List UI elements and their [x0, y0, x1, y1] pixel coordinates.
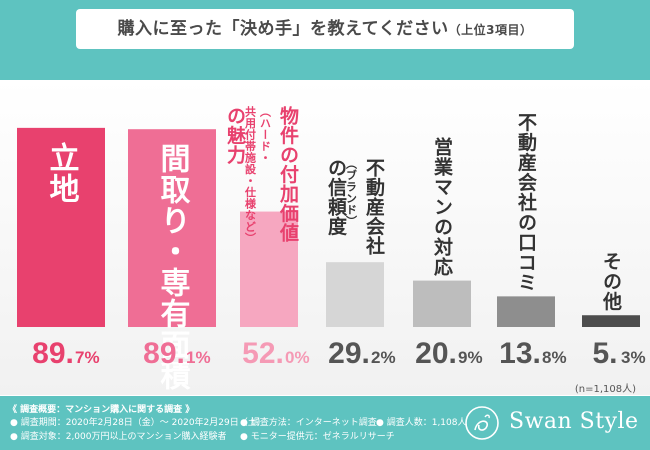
- category-label-5: 不動産会社の口コミ: [515, 112, 538, 292]
- header-banner: ❨ 購入に至った「決め手」を教えてください（上位3項目） ❩: [0, 0, 650, 80]
- category-label-2-part-2: 共用付帯施設・仕様など）: [244, 105, 258, 244]
- sample-size-note: (n=1,108人): [574, 384, 636, 395]
- bar-2: [240, 211, 298, 327]
- category-label-1: 間取り・専有面積: [155, 143, 191, 391]
- value-label-4: 20.: [415, 337, 457, 370]
- category-label-3-part-1: （ブランド）: [345, 158, 359, 227]
- category-label-0: 立地: [44, 141, 80, 204]
- category-label-6: その他: [600, 251, 623, 311]
- swan-logo-icon: [465, 406, 499, 440]
- value-label-decimal-2: 0%: [285, 348, 310, 367]
- category-label-2-part-1: （ハード・: [259, 106, 273, 164]
- bar-5: [497, 296, 555, 327]
- value-label-decimal-0: 7%: [75, 348, 100, 367]
- survey-period: ● 調査期間：2020年2月28日（金）～ 2020年2月29日（土）: [10, 418, 266, 428]
- category-label-2-part-3: の魅力: [224, 106, 246, 165]
- value-label-decimal-5: 8%: [542, 348, 567, 367]
- value-label-6: 5.: [592, 337, 617, 370]
- survey-overview-label: 《 調査概要：マンション購入に関する調査 》: [8, 405, 195, 415]
- right-leaf-icon: ❩: [548, 15, 567, 40]
- survey-target: ● 調査対象：2,000万円以上のマンション購入経験者: [10, 432, 227, 442]
- bar-1: [128, 129, 216, 327]
- value-label-decimal-4: 9%: [458, 348, 483, 367]
- value-label-0: 89.: [32, 337, 74, 370]
- title-ribbon: [76, 9, 574, 49]
- brand-logo: Swan Style: [463, 405, 638, 441]
- bar-3: [326, 262, 384, 327]
- value-label-5: 13.: [499, 337, 541, 370]
- value-label-decimal-1: 1%: [186, 348, 211, 367]
- value-label-decimal-3: 2%: [371, 348, 396, 367]
- value-label-3: 29.: [328, 337, 370, 370]
- survey-provider: ● モニター提供元：ゼネラルリサーチ: [240, 432, 395, 442]
- chart-title: 購入に至った「決め手」を教えてください（上位3項目）: [76, 9, 574, 49]
- chart-title-main: 購入に至った「決め手」を教えてください: [117, 19, 449, 39]
- chart-title-sub: （上位3項目）: [448, 23, 533, 37]
- chart-area: 立地 89. 7% 間取り・専有面積 89. 1% 物件の付加価値 （ハード・ 共用付帯施設・仕…: [0, 80, 650, 395]
- bar-4: [413, 280, 471, 327]
- value-label-1: 89.: [143, 337, 185, 370]
- bar-6: [582, 315, 640, 327]
- category-label-3-part-2: の信頼度: [325, 158, 347, 236]
- category-label-2-part-0: 物件の付加価値: [277, 105, 300, 243]
- value-label-decimal-6: 3%: [621, 348, 646, 367]
- value-label-2: 52.: [242, 337, 284, 370]
- survey-method: ● 調査方法：インターネット調査: [240, 418, 377, 428]
- bar-0: [17, 127, 105, 327]
- category-label-3-part-0: 不動産会社: [363, 158, 386, 256]
- footer: 《 調査概要：マンション購入に関する調査 》 ● 調査期間：2020年2月28日…: [0, 396, 650, 450]
- survey-count: ● 調査人数：1,108人: [376, 418, 467, 428]
- category-label-4: 営業マンの対応: [431, 135, 454, 276]
- brand-name: Swan Style: [509, 409, 639, 434]
